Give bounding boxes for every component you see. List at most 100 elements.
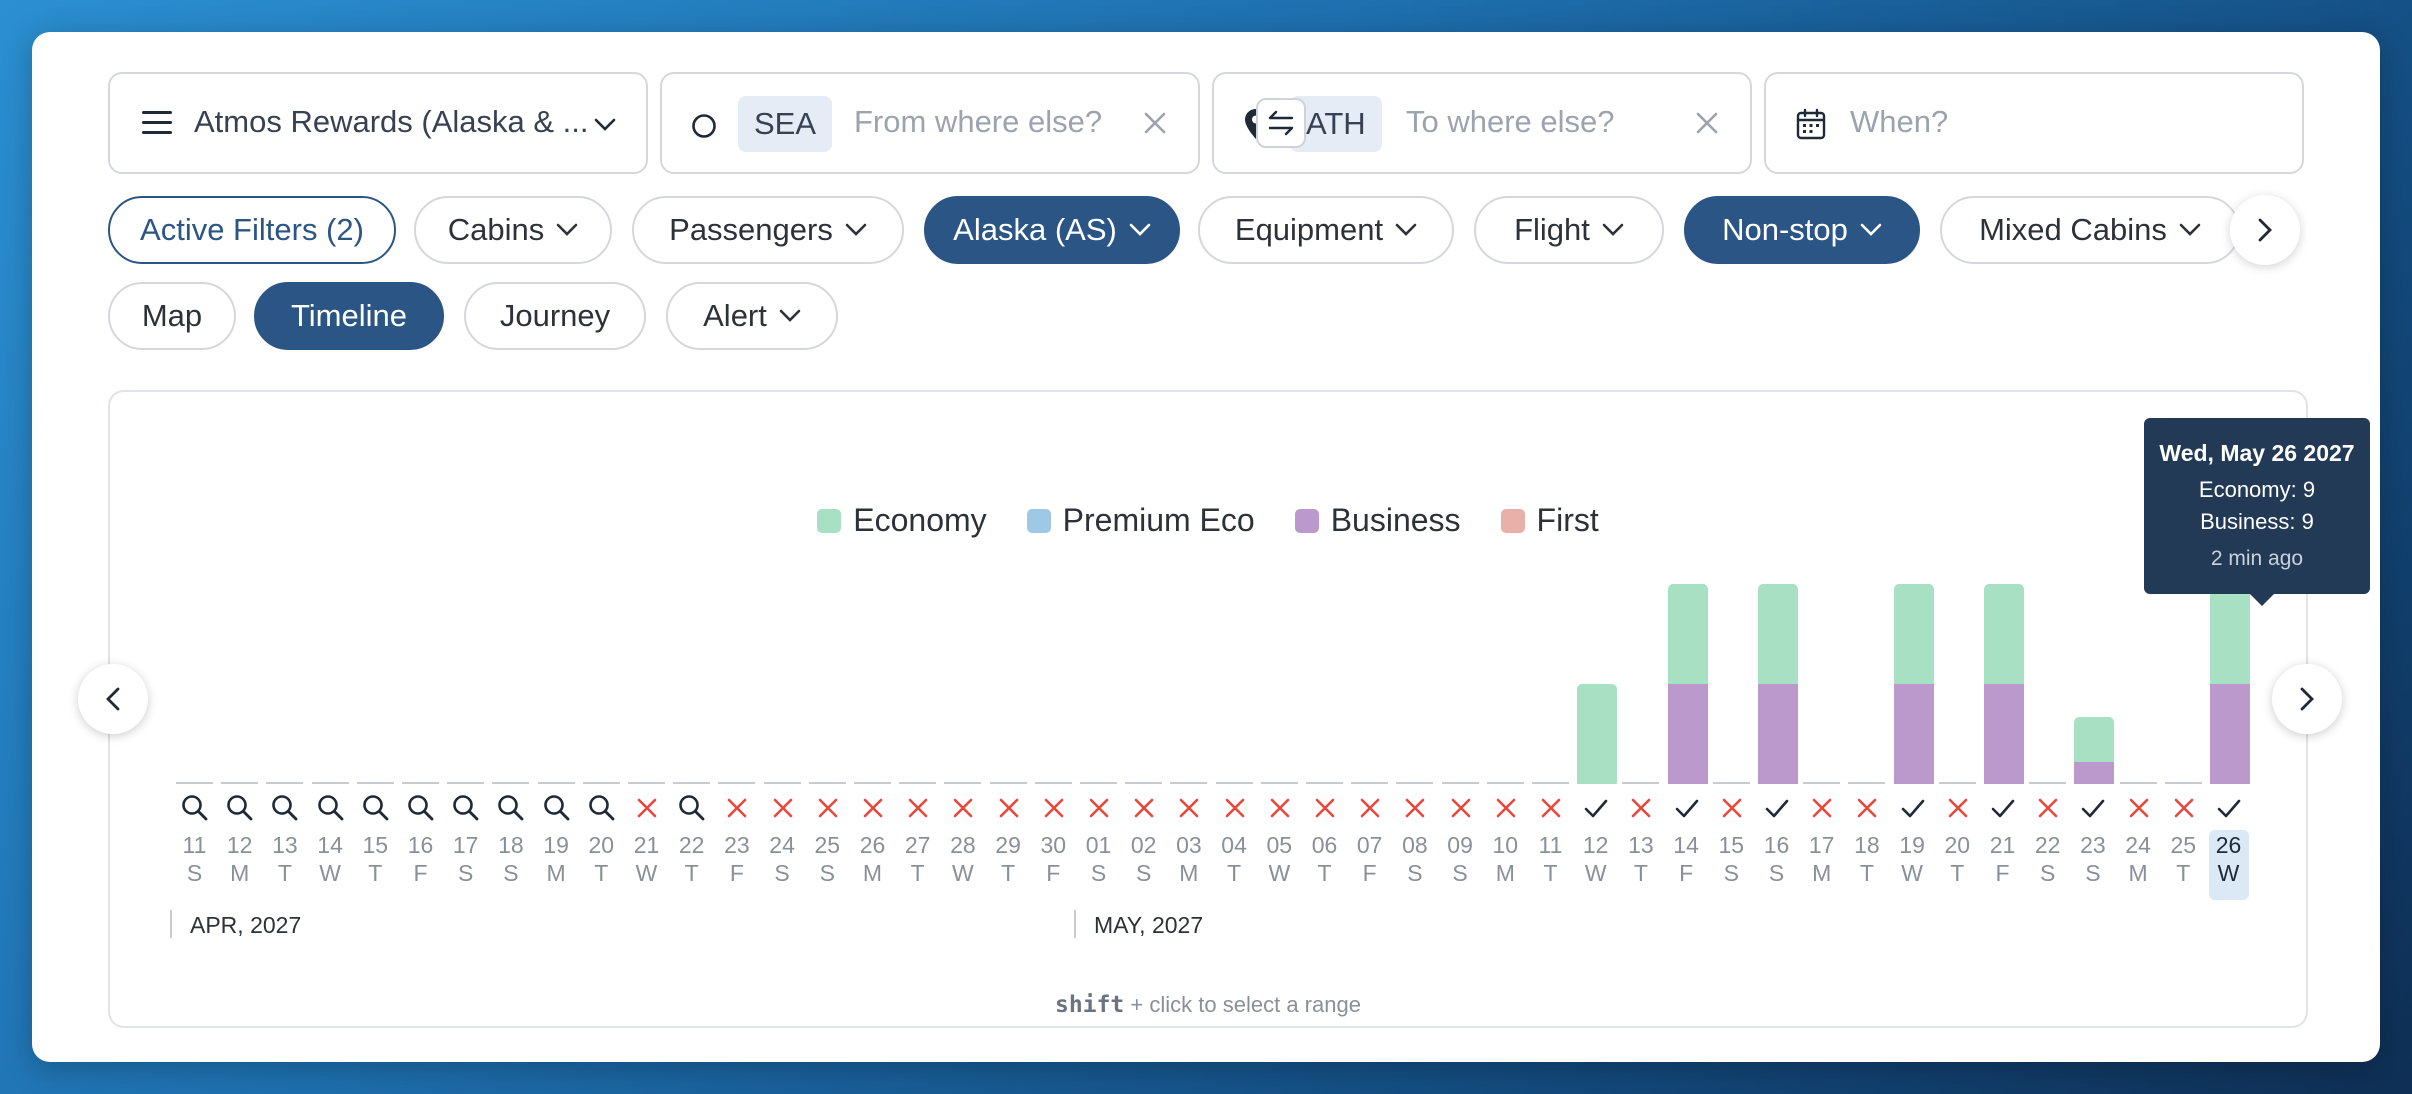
origin-code[interactable]: SEA xyxy=(738,96,833,152)
timeline-day[interactable]: 21 W xyxy=(624,392,669,912)
bar-business[interactable] xyxy=(2074,761,2115,784)
timeline-day[interactable]: 30 F xyxy=(1031,392,1076,912)
timeline-day[interactable]: 04 T xyxy=(1212,392,1257,912)
passengers-filter[interactable]: Passengers xyxy=(632,196,904,264)
timeline-day[interactable]: 22 S xyxy=(2025,392,2070,912)
program-select[interactable]: Atmos Rewards (Alaska & ... xyxy=(108,72,648,174)
legend-premium-eco[interactable]: Premium Eco xyxy=(1026,502,1255,539)
bar-economy[interactable] xyxy=(1984,584,2024,685)
bar-business[interactable] xyxy=(1893,684,1934,784)
swap-button[interactable] xyxy=(1256,98,1306,148)
timeline-day[interactable]: 27 T xyxy=(895,392,940,912)
bar-economy[interactable] xyxy=(1667,584,1708,685)
timeline-day[interactable]: 28 W xyxy=(940,392,985,912)
bar-economy[interactable] xyxy=(2074,717,2115,762)
timeline-day[interactable]: 29 T xyxy=(986,392,1031,912)
timeline-day[interactable]: 26 M xyxy=(850,392,895,912)
timeline-day[interactable]: 20 T xyxy=(1935,392,1980,912)
timeline-day[interactable]: 06 T xyxy=(1302,392,1347,912)
timeline-day[interactable]: 11 T xyxy=(1528,392,1573,912)
legend-business[interactable]: Business xyxy=(1294,502,1461,539)
date-input[interactable]: When? xyxy=(1850,104,1949,139)
timeline-day[interactable]: 13 T xyxy=(262,392,307,912)
timeline-day[interactable]: 17 M xyxy=(1799,392,1844,912)
timeline-day[interactable]: 25 S xyxy=(805,392,850,912)
timeline-day[interactable]: 01 S xyxy=(1076,392,1121,912)
bar-economy[interactable] xyxy=(1893,584,1934,685)
unavailable-x-icon xyxy=(1225,798,1244,818)
destination-input[interactable]: To where else? xyxy=(1406,104,1615,139)
timeline-day[interactable]: 25 T xyxy=(2161,392,2206,912)
mixed-cabins-filter[interactable]: Mixed Cabins xyxy=(1940,196,2240,264)
timeline-day[interactable]: 12 M xyxy=(217,392,262,912)
bar-business[interactable] xyxy=(1667,684,1708,784)
timeline-day[interactable]: 19 M xyxy=(534,392,579,912)
view-timeline-button[interactable]: Timeline xyxy=(254,282,444,350)
view-journey-button[interactable]: Journey xyxy=(464,282,646,350)
timeline-day[interactable]: 24 S xyxy=(760,392,805,912)
bar-business[interactable] xyxy=(2210,684,2250,784)
timeline-day[interactable]: 24 M xyxy=(2116,392,2161,912)
timeline-day[interactable]: 20 T xyxy=(579,392,624,912)
tooltip-economy: Economy: 9 xyxy=(2198,477,2316,502)
active-filters-button[interactable]: Active Filters (2) xyxy=(108,196,396,264)
legend-first[interactable]: First xyxy=(1500,502,1599,539)
bar-economy[interactable] xyxy=(1758,584,1798,685)
bar-economy[interactable] xyxy=(1577,684,1618,784)
available-check-icon xyxy=(2082,799,2105,818)
timeline-day[interactable]: 11 S xyxy=(172,392,217,912)
day-weekday: W xyxy=(2217,860,2240,886)
timeline-day[interactable]: 15 T xyxy=(353,392,398,912)
timeline-day[interactable]: 08 S xyxy=(1392,392,1437,912)
timeline-day[interactable]: 26 W xyxy=(2206,392,2251,912)
timeline-day[interactable]: 10 M xyxy=(1483,392,1528,912)
timeline-day[interactable]: 19 W xyxy=(1890,392,1935,912)
timeline-day[interactable]: 18 S xyxy=(488,392,533,912)
day-number: 20 xyxy=(588,832,615,858)
timeline-day[interactable]: 23 F xyxy=(714,392,759,912)
timeline-day[interactable]: 22 T xyxy=(669,392,714,912)
day-weekday: M xyxy=(546,860,566,886)
equipment-filter[interactable]: Equipment xyxy=(1198,196,1454,264)
timeline-day[interactable]: 17 S xyxy=(443,392,488,912)
timeline-day[interactable]: 23 S xyxy=(2070,392,2115,912)
timeline-day[interactable]: 07 F xyxy=(1347,392,1392,912)
timeline-day[interactable]: 16 S xyxy=(1754,392,1799,912)
day-weekday: T xyxy=(684,860,699,886)
timeline-day[interactable]: 13 T xyxy=(1618,392,1663,912)
destination-code[interactable]: ATH xyxy=(1290,96,1382,152)
timeline-day[interactable]: 15 S xyxy=(1709,392,1754,912)
nonstop-filter[interactable]: Non-stop xyxy=(1684,196,1920,264)
cabins-filter[interactable]: Cabins xyxy=(414,196,612,264)
timeline-day[interactable]: 14 W xyxy=(308,392,353,912)
date-field[interactable]: When? xyxy=(1764,72,2304,174)
timeline-prev-button[interactable] xyxy=(78,664,148,734)
timeline-day[interactable]: 14 F xyxy=(1664,392,1709,912)
main-card: Atmos Rewards (Alaska & ... SEA From whe… xyxy=(32,32,2380,1062)
alert-button[interactable]: Alert xyxy=(666,282,838,350)
clear-origin-icon[interactable] xyxy=(1136,104,1174,142)
bar-economy[interactable] xyxy=(2210,584,2250,685)
timeline-day[interactable]: 05 W xyxy=(1257,392,1302,912)
bar-business[interactable] xyxy=(1758,684,1798,784)
filters-scroll-right-button[interactable] xyxy=(2230,195,2300,265)
flight-filter[interactable]: Flight xyxy=(1474,196,1664,264)
legend-economy[interactable]: Economy xyxy=(817,502,987,539)
timeline-day[interactable]: 18 T xyxy=(1844,392,1889,912)
timeline-day[interactable]: 02 S xyxy=(1121,392,1166,912)
bar-business[interactable] xyxy=(1984,684,2024,784)
airline-filter[interactable]: Alaska (AS) xyxy=(924,196,1180,264)
timeline-day[interactable]: 12 W xyxy=(1573,392,1618,912)
timeline-day[interactable]: 21 F xyxy=(1980,392,2025,912)
search-icon xyxy=(588,795,615,821)
timeline-day[interactable]: 09 S xyxy=(1438,392,1483,912)
timeline-day[interactable]: 03 M xyxy=(1166,392,1211,912)
timeline-next-button[interactable] xyxy=(2272,664,2342,734)
view-map-button[interactable]: Map xyxy=(108,282,236,350)
timeline-day[interactable]: 16 F xyxy=(398,392,443,912)
origin-field[interactable]: SEA From where else? xyxy=(660,72,1200,174)
day-number: 25 xyxy=(814,832,841,858)
date-tooltip: Wed, May 26 2027 Economy: 9 Business: 9 … xyxy=(2144,418,2370,606)
origin-input[interactable]: From where else? xyxy=(854,104,1103,139)
clear-destination-icon[interactable] xyxy=(1688,104,1726,142)
